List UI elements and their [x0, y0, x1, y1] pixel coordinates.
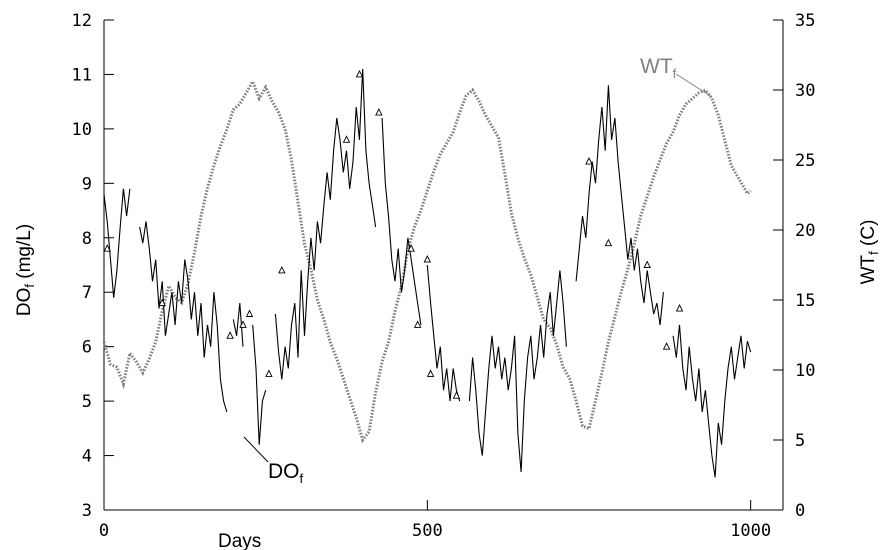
do-series-segment [468, 270, 567, 472]
do-peak-marker [103, 244, 111, 252]
right-y-tick-label: 30 [795, 81, 815, 101]
do-peak-marker [413, 320, 422, 328]
do-peak-marker [278, 265, 286, 274]
left-y-axis-title-main: DO [14, 288, 35, 317]
right-y-ticks: 0 5 10 15 20 25 30 35 [773, 11, 815, 521]
wt-series-label-main: WT [640, 55, 673, 78]
left-y-tick-label: 3 [82, 501, 92, 521]
do-peak-marker [265, 369, 273, 377]
do-peak-marker [226, 331, 234, 339]
do-peak-marker [342, 135, 351, 143]
wt-series-label-sub: f [673, 66, 677, 81]
right-y-tick-label: 35 [795, 11, 815, 31]
right-y-tick-label: 10 [795, 361, 815, 381]
left-y-axis-title-sub: f [22, 284, 37, 288]
left-y-axis-title-rest: (mg/L) [14, 224, 35, 284]
right-y-axis-title-main: WT [858, 254, 879, 284]
left-y-tick-label: 12 [72, 11, 92, 31]
do-peak-marker [426, 369, 435, 377]
right-y-axis-title-rest: (C) [858, 220, 879, 252]
do-peak-marker [245, 309, 254, 317]
peak-markers [103, 69, 684, 399]
left-y-tick-label: 9 [82, 174, 92, 194]
do-peak-marker [355, 69, 364, 78]
wt-leader-line [675, 73, 713, 98]
do-series-label: DOf [268, 460, 304, 486]
left-y-tick-label: 7 [82, 283, 92, 303]
do-series-segment [426, 264, 461, 402]
left-y-tick-label: 8 [82, 229, 92, 249]
right-y-tick-label: 20 [795, 221, 815, 241]
do-series-segment [103, 188, 131, 298]
left-y-tick-label: 6 [82, 338, 92, 358]
plot-frame [103, 20, 784, 511]
left-y-ticks: 3 4 5 6 7 8 9 10 11 12 [72, 11, 114, 521]
do-peak-marker [662, 342, 671, 350]
right-y-tick-label: 5 [795, 431, 805, 451]
do-series-segment [139, 221, 228, 413]
do-peak-marker [239, 320, 247, 328]
do-peak-marker [675, 304, 684, 312]
do-peak-marker [604, 238, 613, 247]
right-y-tick-label: 15 [795, 291, 815, 311]
do-peak-marker [407, 244, 415, 252]
do-series-segment [381, 117, 422, 325]
x-axis-title: Days [218, 531, 261, 550]
wt-series-label: WTf [640, 55, 677, 81]
right-y-tick-label: 25 [795, 151, 815, 171]
right-y-axis-title-sub: f [866, 251, 881, 255]
do-peak-marker [643, 260, 651, 268]
left-y-tick-label: 5 [82, 392, 92, 412]
left-y-tick-label: 11 [72, 65, 92, 85]
x-ticks: 0 500 1000 [99, 500, 771, 541]
do-series-segment [274, 68, 377, 380]
x-tick-label: 1000 [730, 521, 771, 541]
series-wt [102, 78, 752, 444]
do-series-label-main: DO [268, 460, 300, 483]
right-y-tick-label: 0 [795, 501, 805, 521]
wt-series-annotation: WTf [640, 55, 713, 98]
do-series-label-sub: f [300, 471, 304, 486]
do-series-annotation: DOf [243, 436, 304, 486]
right-y-axis-title: WTf (C) [858, 220, 881, 285]
series-do [103, 68, 752, 478]
do-peak-marker [375, 108, 383, 116]
do-peak-marker [452, 391, 461, 399]
do-series-segment [575, 85, 664, 325]
do-peak-marker [585, 157, 593, 165]
x-tick-label: 500 [412, 521, 443, 541]
do-series-segment [672, 324, 752, 478]
left-y-axis-title: DOf (mg/L) [14, 224, 37, 316]
x-tick-label: 0 [99, 521, 109, 541]
left-y-tick-label: 10 [72, 120, 92, 140]
wt-series-line [102, 78, 752, 444]
do-peak-marker [423, 255, 432, 263]
do-peak-marker [158, 298, 166, 307]
do-leader-line [243, 436, 269, 463]
left-y-tick-label: 4 [82, 447, 92, 467]
do-series-segment [252, 324, 267, 445]
